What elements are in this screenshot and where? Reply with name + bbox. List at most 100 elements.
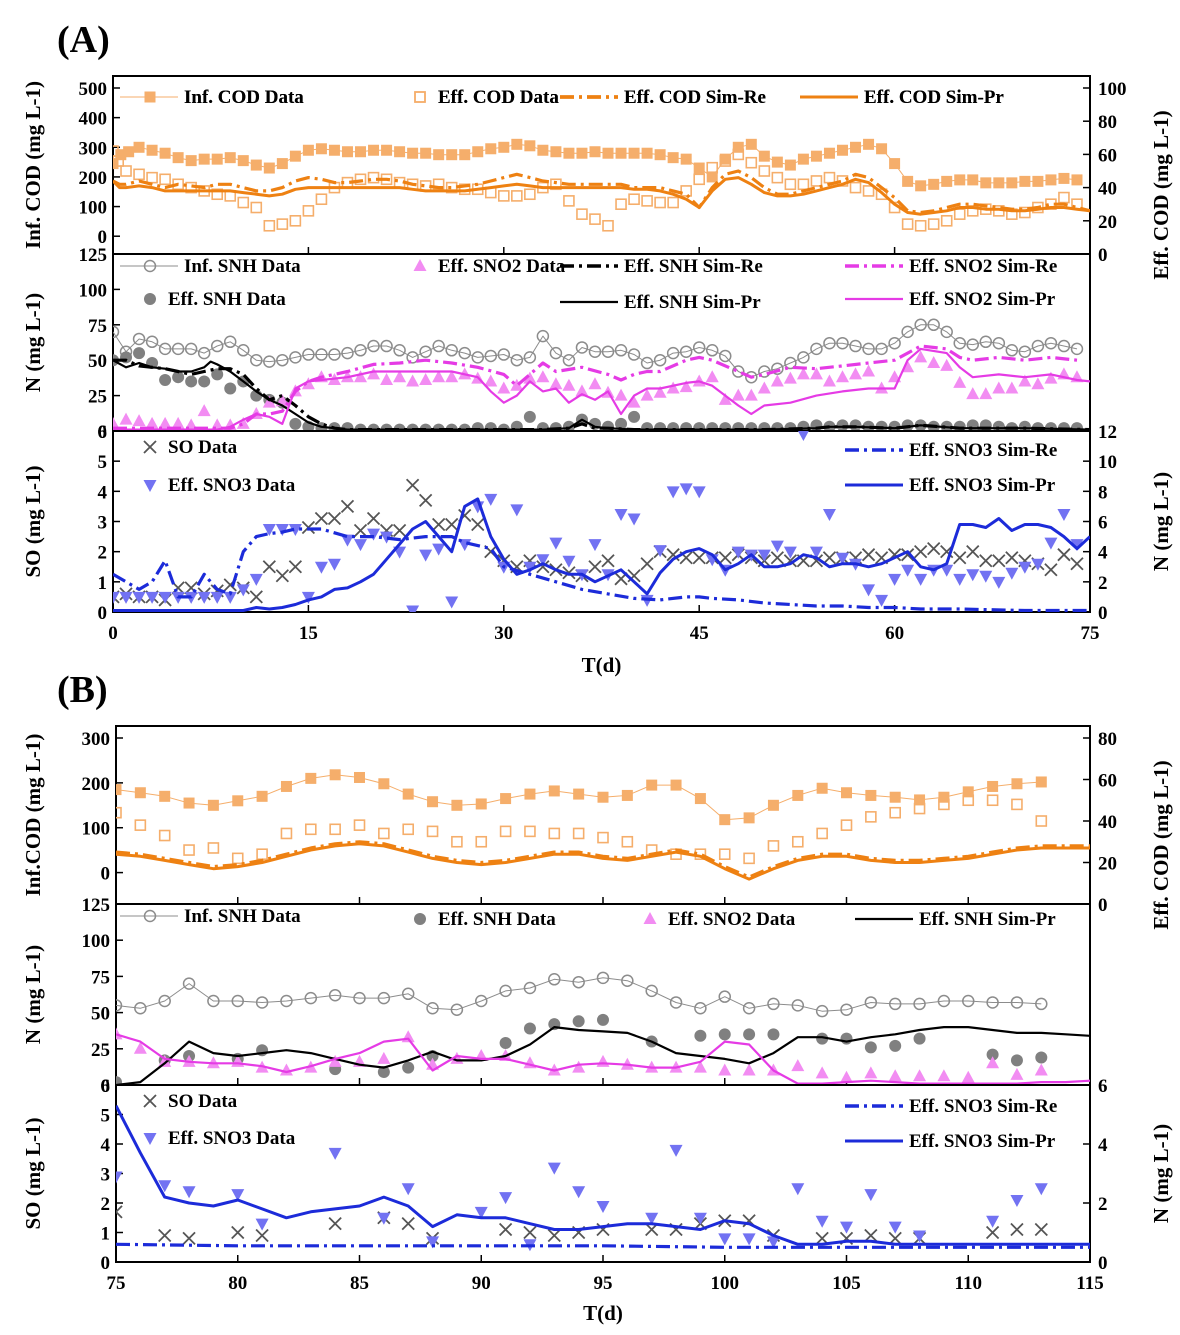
series-cod_sim_pr [116,842,1090,881]
series-inf_snh-point [784,356,797,370]
series-eff_sno3-point [158,591,172,604]
series-eff_sno3-point [666,486,680,499]
x-tick-label: 85 [350,1273,369,1294]
series-eff_sno2-point [937,1069,951,1082]
series-eff_snh-point [133,347,146,360]
series-inf_cod-point [524,140,536,152]
series-inf_cod-point [667,152,679,164]
series-eff_sno3-point [679,483,693,496]
series-eff_sno3-point [328,1147,342,1160]
series-inf_cod-point [743,812,755,824]
y2-tick-label: 8 [1098,482,1108,503]
data-layer [116,769,1090,881]
series-inf_snh-point [572,975,585,989]
y2-tick-label: 2 [1098,1194,1108,1215]
series-eff_snh-point [913,1032,926,1045]
y-axis-label: Inf. COD (mg L-1) [21,81,45,249]
series-inf_cod-point [451,799,463,811]
y2-tick-label: 10 [1098,452,1117,473]
series-inf_cod-point [475,798,487,810]
series-inf_cod-point [563,147,575,159]
series-so-point [405,478,420,492]
series-eff_sno3-point [979,570,993,583]
legend-item-eff_sno3: Eff. SNO3 Data [143,1128,296,1149]
series-eff_snh-point [402,1061,415,1074]
y2-tick-label: 6 [1098,513,1108,534]
y-tick-label: 100 [82,931,111,952]
series-eff_sno3-point [791,1183,805,1196]
series-inf_snh-point [719,349,732,363]
series-inf_snh-point [116,999,123,1012]
series-inf_snh-point [962,994,975,1008]
series-sno3_sim_pr [116,1105,1090,1246]
series-inf_cod-point [1019,175,1031,187]
series-eff_cod-point [280,827,293,840]
series-eff_sno2-point [562,378,576,391]
series-eff_cod-point [791,835,804,848]
series-snh_sim_pr [113,359,1090,431]
series-inf_cod-point [341,146,353,158]
series-inf_snh-point [158,994,171,1008]
series-eff_cod-point [354,173,367,186]
series-eff_sno3-point [262,524,276,537]
series-eff_cod-point [621,835,634,848]
y-axis-label: SO (mg L-1) [21,466,45,578]
y-tick-label: 2 [98,543,108,564]
series-eff_sno2-point [718,1063,732,1076]
series-eff_cod-point [823,171,836,184]
series-so-point [255,1228,269,1243]
legend-label: Inf. SNH Data [184,256,301,277]
series-eff_sno3-point [419,549,433,562]
series-eff_sno3-point [822,508,836,521]
series-eff_sno3-point [1005,567,1019,580]
y-axis-label: Inf.COD (mg L-1) [21,734,45,897]
series-eff_sno3-point [653,545,667,558]
series-inf_snh-point [113,325,120,339]
series-so-point [523,1225,537,1240]
series-inf_cod-point [183,797,195,809]
series-eff_cod-point [133,168,145,181]
series-eff_sno2-point [914,350,928,363]
series-so-point [1005,551,1019,565]
x-tick-label: 80 [228,1273,247,1294]
series-eff_snh-point [628,410,641,423]
series-eff_cod-point [511,190,523,202]
series-eff_sno2-point [961,1070,975,1083]
x-tick-label: 15 [299,623,318,644]
legend-marker [144,91,156,103]
series-eff_sno2-point [113,416,120,429]
series-so-point [900,548,915,562]
series-eff_sno3-point [770,540,784,553]
series-inf_snh-point [836,336,849,350]
series-inf_cod-point [797,153,809,165]
series-so-point [861,548,876,562]
series-so-point [536,560,550,574]
series-eff_sno2-point [953,375,967,388]
series-eff_cod-point [962,794,975,807]
series-eff_sno3-point [692,486,706,499]
y-tick-label: 4 [101,1135,111,1156]
legend-label: Inf. COD Data [184,87,304,108]
series-eff_sno3-point [840,1221,853,1234]
series-inf_snh-point [732,365,745,378]
series-eff_cod-point [597,831,609,844]
series-inf_cod-point [402,788,414,800]
panel-label: (B) [57,669,108,711]
series-cod_sim_pr-line [116,842,1090,881]
series-eff_sno3-point [132,591,146,604]
series-inf_cod-point [256,790,268,802]
series-eff_sno3-point [113,591,120,604]
series-eff_cod-point [432,178,445,191]
series-inf_cod-point [498,141,510,153]
series-inf_snh-point [401,987,415,1001]
x-tick-label: 90 [472,1273,491,1294]
series-inf_snh-point [575,341,589,354]
series-eff_sno2-point [377,1051,391,1064]
series-inf_snh-point [1031,339,1045,353]
series-eff_sno2-point [380,373,394,386]
series-inf_cod-point [280,780,292,792]
series-eff_sno3-point [182,1186,196,1199]
series-inf_cod-point [302,144,314,156]
series-inf_snh-point [797,351,810,364]
